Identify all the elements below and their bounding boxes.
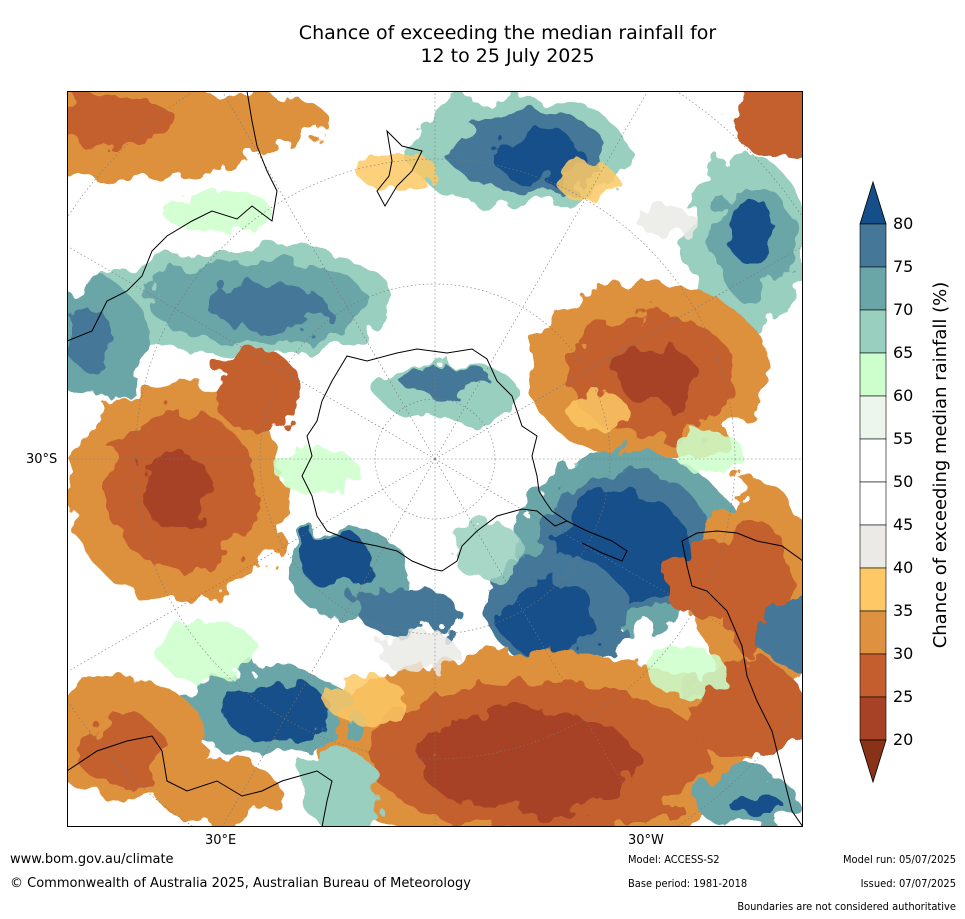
longitude-label-30w: 30°W [628, 833, 664, 848]
legend-band [859, 438, 887, 483]
legend-arrow-high [859, 180, 887, 225]
probability-speckle [157, 151, 742, 726]
australia-coastline [67, 91, 278, 342]
legend-tick-label: 45 [893, 515, 914, 534]
website-url[interactable]: www.bom.gov.au/climate [10, 852, 174, 867]
map-title-line-2: 12 to 25 July 2025 [420, 45, 595, 67]
legend-band [859, 309, 887, 354]
color-legend: 80 75 70 65 60 55 50 45 40 35 30 25 20 Chance of exc… [855, 180, 965, 784]
legend-tick-label: 35 [893, 601, 914, 620]
map-title-line-1: Chance of exceeding the median rainfall … [298, 22, 717, 44]
legend-tick-label: 40 [893, 558, 914, 577]
legend-tick-label: 55 [893, 429, 914, 448]
legend-band [859, 610, 887, 655]
legend-tick-label: 80 [893, 214, 914, 233]
rainfall-map [67, 91, 803, 827]
coastlines [67, 91, 803, 827]
legend-band [859, 223, 887, 268]
legend-tick-label: 50 [893, 472, 914, 491]
legend-title: Chance of exceeding median rainfall (%) [930, 281, 951, 649]
legend-band [859, 481, 887, 526]
base-period: Base period: 1981-2018 [628, 877, 748, 890]
copyright-notice: © Commonwealth of Australia 2025, Austra… [10, 876, 471, 891]
legend-tick-label: 60 [893, 386, 914, 405]
legend-band [859, 395, 887, 440]
model-run-date: Model run: 05/07/2025 [843, 853, 956, 866]
new-zealand-coastline [376, 129, 423, 208]
antarctica-coastline [301, 348, 569, 572]
model-name: Model: ACCESS-S2 [628, 853, 720, 866]
legend-tick-label: 65 [893, 343, 914, 362]
africa-coastline [67, 735, 333, 827]
legend-colorbar [859, 180, 887, 784]
legend-band [859, 524, 887, 569]
legend-tick-label: 20 [893, 730, 914, 749]
legend-arrow-low [859, 739, 887, 784]
longitude-label-30e: 30°E [205, 833, 237, 848]
map-title: Chance of exceeding the median rainfall … [0, 22, 965, 68]
issued-date: Issued: 07/07/2025 [860, 877, 956, 890]
legend-tick-label: 30 [893, 644, 914, 663]
legend-band [859, 352, 887, 397]
legend-band [859, 266, 887, 311]
legend-tick-label: 25 [893, 687, 914, 706]
legend-band [859, 653, 887, 698]
antarctic-peninsula-coastline [566, 520, 628, 562]
latitude-label-30s: 30°S [26, 452, 58, 467]
legend-tick-label: 75 [893, 257, 914, 276]
boundaries-disclaimer: Boundaries are not considered authoritat… [737, 900, 956, 913]
legend-band [859, 567, 887, 612]
graticule [67, 91, 803, 827]
legend-band [859, 696, 887, 741]
legend-tick-label: 70 [893, 300, 914, 319]
south-america-coastline [681, 530, 803, 827]
